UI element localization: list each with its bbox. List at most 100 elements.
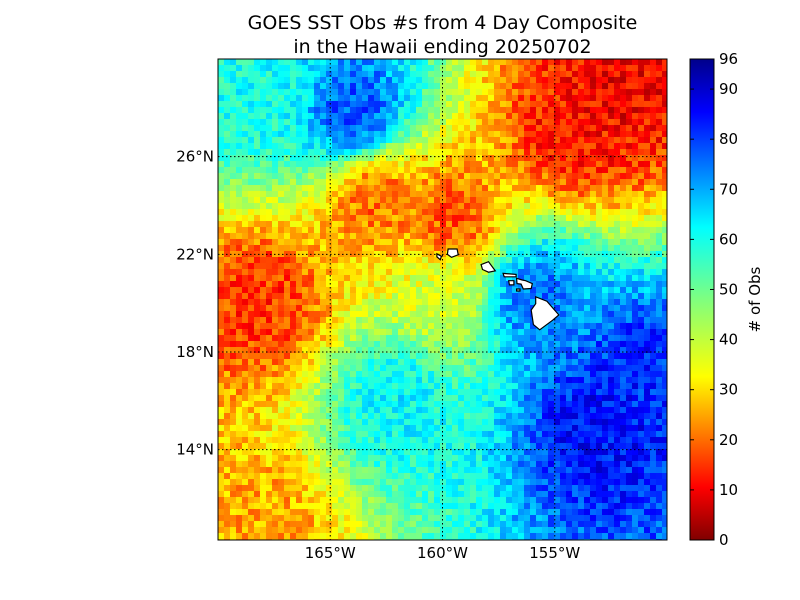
field-cell bbox=[296, 377, 303, 384]
field-cell bbox=[482, 371, 489, 378]
field-cell bbox=[392, 101, 399, 108]
field-cell bbox=[512, 161, 519, 168]
field-cell bbox=[464, 209, 471, 216]
field-cell bbox=[554, 179, 561, 186]
field-cell bbox=[428, 107, 435, 114]
field-cell bbox=[530, 245, 537, 252]
field-cell bbox=[494, 131, 501, 138]
field-cell bbox=[326, 233, 333, 240]
field-cell bbox=[248, 257, 255, 264]
field-cell bbox=[446, 95, 453, 102]
field-cell bbox=[506, 95, 513, 102]
field-cell bbox=[218, 269, 225, 276]
field-cell bbox=[566, 347, 573, 354]
field-cell bbox=[338, 257, 345, 264]
field-cell bbox=[380, 455, 387, 462]
field-cell bbox=[356, 161, 363, 168]
field-cell bbox=[290, 143, 297, 150]
field-cell bbox=[572, 299, 579, 306]
field-cell bbox=[470, 197, 477, 204]
field-cell bbox=[422, 305, 429, 312]
field-cell bbox=[398, 317, 405, 324]
field-cell bbox=[632, 245, 639, 252]
field-cell bbox=[566, 419, 573, 426]
field-cell bbox=[548, 137, 555, 144]
field-cell bbox=[548, 323, 555, 330]
field-cell bbox=[368, 269, 375, 276]
field-cell bbox=[518, 221, 525, 228]
field-cell bbox=[338, 197, 345, 204]
field-cell bbox=[614, 137, 621, 144]
field-cell bbox=[338, 383, 345, 390]
field-cell bbox=[494, 281, 501, 288]
field-cell bbox=[314, 185, 321, 192]
field-cell bbox=[350, 149, 357, 156]
field-cell bbox=[242, 383, 249, 390]
field-cell bbox=[350, 431, 357, 438]
field-cell bbox=[488, 275, 495, 282]
field-cell bbox=[272, 83, 279, 90]
field-cell bbox=[356, 383, 363, 390]
field-cell bbox=[440, 149, 447, 156]
field-cell bbox=[326, 347, 333, 354]
field-cell bbox=[344, 257, 351, 264]
field-cell bbox=[224, 59, 231, 66]
field-cell bbox=[422, 185, 429, 192]
field-cell bbox=[470, 329, 477, 336]
field-cell bbox=[446, 245, 453, 252]
field-cell bbox=[374, 215, 381, 222]
field-cell bbox=[500, 407, 507, 414]
field-cell bbox=[320, 437, 327, 444]
field-cell bbox=[362, 215, 369, 222]
field-cell bbox=[422, 413, 429, 420]
field-cell bbox=[608, 173, 615, 180]
field-cell bbox=[440, 59, 447, 66]
field-cell bbox=[350, 263, 357, 270]
field-cell bbox=[308, 77, 315, 84]
field-cell bbox=[596, 167, 603, 174]
field-cell bbox=[350, 299, 357, 306]
field-cell bbox=[314, 299, 321, 306]
field-cell bbox=[518, 95, 525, 102]
field-cell bbox=[518, 419, 525, 426]
field-cell bbox=[320, 215, 327, 222]
field-cell bbox=[308, 317, 315, 324]
field-cell bbox=[278, 143, 285, 150]
field-cell bbox=[350, 113, 357, 120]
field-cell bbox=[392, 239, 399, 246]
field-cell bbox=[338, 95, 345, 102]
field-cell bbox=[524, 95, 531, 102]
field-cell bbox=[440, 377, 447, 384]
field-cell bbox=[236, 395, 243, 402]
field-cell bbox=[470, 287, 477, 294]
field-cell bbox=[314, 407, 321, 414]
field-cell bbox=[362, 425, 369, 432]
field-cell bbox=[398, 455, 405, 462]
field-cell bbox=[578, 143, 585, 150]
field-cell bbox=[518, 209, 525, 216]
field-cell bbox=[296, 395, 303, 402]
field-cell bbox=[644, 155, 651, 162]
field-cell bbox=[566, 155, 573, 162]
field-cell bbox=[542, 221, 549, 228]
field-cell bbox=[242, 89, 249, 96]
field-cell bbox=[500, 179, 507, 186]
field-cell bbox=[626, 305, 633, 312]
field-cell bbox=[554, 161, 561, 168]
field-cell bbox=[476, 257, 483, 264]
field-cell bbox=[326, 455, 333, 462]
field-cell bbox=[290, 89, 297, 96]
field-cell bbox=[314, 137, 321, 144]
field-cell bbox=[254, 431, 261, 438]
field-cell bbox=[350, 425, 357, 432]
field-cell bbox=[554, 323, 561, 330]
field-cell bbox=[614, 257, 621, 264]
field-cell bbox=[248, 167, 255, 174]
field-cell bbox=[278, 77, 285, 84]
field-cell bbox=[620, 401, 627, 408]
field-cell bbox=[632, 293, 639, 300]
field-cell bbox=[374, 383, 381, 390]
field-cell bbox=[464, 371, 471, 378]
field-cell bbox=[602, 131, 609, 138]
field-cell bbox=[224, 185, 231, 192]
